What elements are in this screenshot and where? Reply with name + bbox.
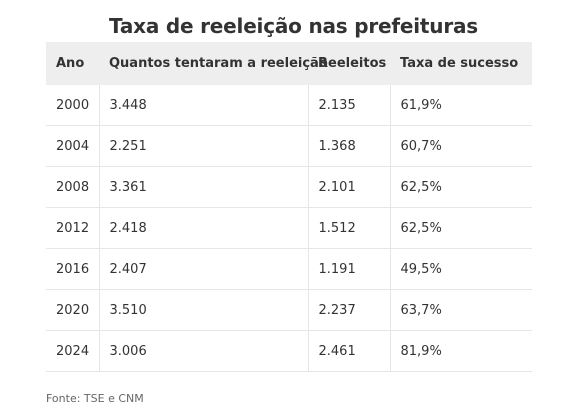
chart-title: Taxa de reeleição nas prefeituras (108, 14, 478, 38)
cell-ano: 2000 (46, 85, 100, 126)
table-row: 2012 2.418 1.512 62,5% (46, 207, 532, 249)
cell-taxa: 61,9% (390, 85, 532, 126)
cell-ano: 2024 (46, 330, 100, 372)
cell-tentaram: 3.448 (99, 85, 309, 126)
cell-taxa: 60,7% (390, 125, 532, 167)
table-row: 2004 2.251 1.368 60,7% (46, 125, 532, 167)
cell-tentaram: 3.006 (99, 330, 309, 372)
table-row: 2016 2.407 1.191 49,5% (46, 248, 532, 290)
cell-reeleitos: 2.101 (308, 166, 391, 208)
cell-tentaram: 3.510 (99, 289, 309, 331)
cell-tentaram: 2.251 (99, 125, 309, 167)
cell-ano: 2008 (46, 166, 100, 208)
table-row: 2000 3.448 2.135 61,9% (46, 85, 532, 126)
cell-taxa: 81,9% (390, 330, 532, 372)
cell-reeleitos: 2.461 (308, 330, 391, 372)
cell-taxa: 62,5% (390, 207, 532, 249)
column-header-tentaram: Quantos tentaram a reeleição (99, 42, 328, 85)
cell-ano: 2012 (46, 207, 100, 249)
cell-taxa: 49,5% (390, 248, 532, 290)
cell-ano: 2004 (46, 125, 100, 167)
column-header-ano: Ano (46, 42, 99, 85)
cell-reeleitos: 2.237 (308, 289, 391, 331)
source-note: Fonte: TSE e CNM (46, 392, 144, 405)
cell-taxa: 62,5% (390, 166, 532, 208)
cell-reeleitos: 1.191 (308, 248, 391, 290)
data-table: Ano Quantos tentaram a reeleição Reeleit… (46, 42, 532, 372)
cell-ano: 2020 (46, 289, 100, 331)
cell-reeleitos: 2.135 (308, 85, 391, 126)
table-header-row: Ano Quantos tentaram a reeleição Reeleit… (46, 42, 532, 85)
cell-tentaram: 2.407 (99, 248, 309, 290)
cell-taxa: 63,7% (390, 289, 532, 331)
cell-tentaram: 3.361 (99, 166, 309, 208)
table-row: 2020 3.510 2.237 63,7% (46, 289, 532, 331)
cell-reeleitos: 1.368 (308, 125, 391, 167)
table-row: 2008 3.361 2.101 62,5% (46, 166, 532, 208)
cell-reeleitos: 1.512 (308, 207, 391, 249)
cell-tentaram: 2.418 (99, 207, 309, 249)
cell-ano: 2016 (46, 248, 100, 290)
column-header-reeleitos: Reeleitos (308, 42, 390, 85)
table-row: 2024 3.006 2.461 81,9% (46, 330, 532, 372)
column-header-taxa: Taxa de sucesso (390, 42, 532, 85)
